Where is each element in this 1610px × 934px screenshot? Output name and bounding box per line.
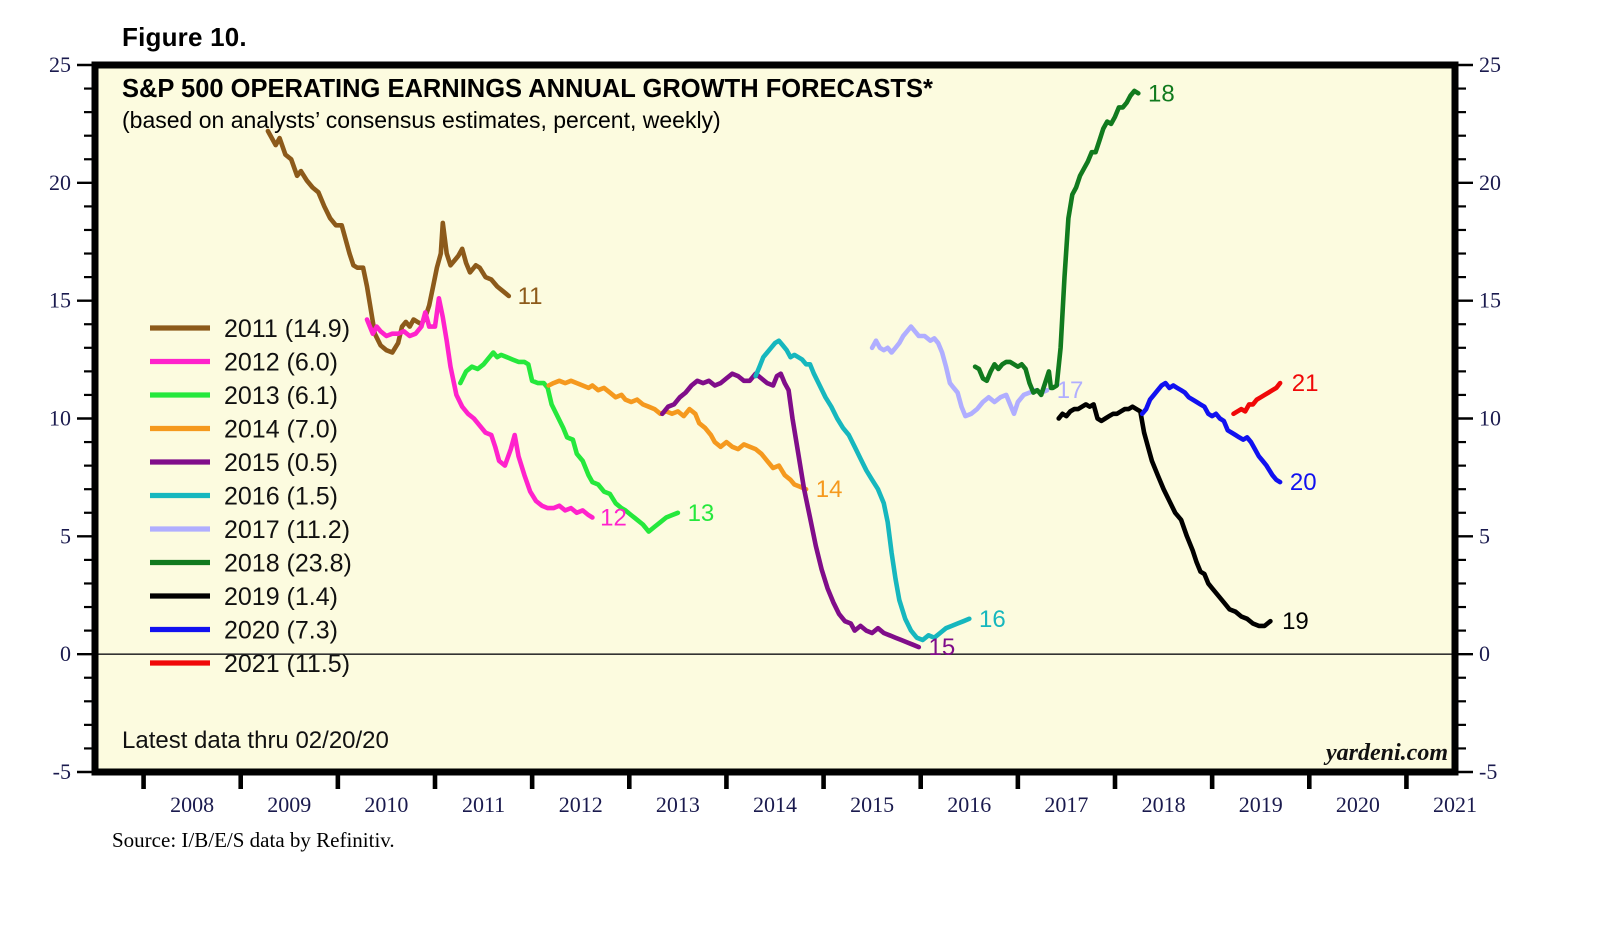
x-tick-label: 2012 — [559, 792, 603, 817]
series-line-2017 — [869, 324, 1050, 419]
x-tick-label: 2016 — [947, 792, 991, 817]
legend-label-2019: 2019 (1.4) — [224, 583, 338, 611]
x-tick-label: 2018 — [1142, 792, 1186, 817]
legend-label-2017: 2017 (11.2) — [224, 516, 350, 544]
figure-label: Figure 10. — [122, 22, 247, 52]
y-tick-label-left: 5 — [60, 523, 71, 548]
x-tick-label: 2013 — [656, 792, 700, 817]
legend-label-2018: 2018 (23.8) — [224, 550, 352, 578]
legend-label-2021: 2021 (11.5) — [224, 650, 350, 678]
y-tick-label-right: 15 — [1479, 288, 1501, 313]
series-line-2015 — [660, 371, 922, 650]
y-axis-labels-right: -5 0 5 10 15 20 25 — [1479, 52, 1501, 784]
y-tick-label-left: 25 — [49, 52, 71, 77]
end-label-15: 15 — [928, 634, 955, 661]
y-tick-label-right: 20 — [1479, 170, 1501, 195]
end-label-11: 11 — [518, 283, 543, 310]
series-line-2014 — [546, 378, 809, 492]
y-tick-label-right: 10 — [1479, 406, 1501, 431]
x-axis-labels: 2008 2009 2010 2011 2012 2013 2014 2015 2016 2017… — [170, 792, 1477, 817]
latest-data-note: Latest data thru 02/20/20 — [122, 727, 389, 754]
end-label-18: 18 — [1148, 80, 1175, 107]
end-label-14: 14 — [816, 476, 843, 503]
y-tick-label-right: -5 — [1479, 759, 1497, 784]
series-line-2013 — [458, 350, 681, 534]
legend-label-2011: 2011 (14.9) — [224, 315, 350, 343]
source-note: Source: I/B/E/S data by Refinitiv. — [112, 828, 395, 852]
x-tick-label: 2021 — [1433, 792, 1477, 817]
x-tick-label: 2014 — [753, 792, 797, 817]
end-label-20: 20 — [1290, 469, 1317, 496]
chart-title: S&P 500 OPERATING EARNINGS ANNUAL GROWTH… — [122, 75, 933, 103]
plot-frame — [91, 61, 1459, 776]
y-tick-label-left: 0 — [60, 641, 71, 666]
chart-subtitle: (based on analysts’ consensus estimates,… — [122, 107, 721, 133]
series-line-2020 — [1139, 380, 1283, 485]
x-tick-label: 2019 — [1239, 792, 1283, 817]
x-tick-label: 2008 — [170, 792, 214, 817]
x-tick-label: 2017 — [1044, 792, 1088, 817]
legend-label-2020: 2020 (7.3) — [224, 617, 338, 645]
series-end-labels: 11 12 13 14 15 16 17 18 19 20 21 — [518, 80, 1319, 661]
legend-label-2016: 2016 (1.5) — [224, 483, 338, 511]
legend-label-2013: 2013 (6.1) — [224, 382, 338, 410]
series-lines — [265, 88, 1283, 650]
legend-label-2012: 2012 (6.0) — [224, 349, 338, 377]
y-tick-label-right: 5 — [1479, 523, 1490, 548]
end-label-16: 16 — [979, 606, 1006, 633]
legend: 2011 (14.9) 2012 (6.0) 2013 (6.1) 2014 (7.0… — [150, 315, 352, 678]
y-tick-label-left: 15 — [49, 288, 71, 313]
y-tick-label-left: 10 — [49, 406, 71, 431]
x-tick-label: 2011 — [462, 792, 505, 817]
end-label-12: 12 — [600, 504, 627, 531]
y-tick-label-right: 0 — [1479, 641, 1490, 666]
x-tick-label: 2015 — [850, 792, 894, 817]
legend-label-2014: 2014 (7.0) — [224, 416, 338, 444]
end-label-13: 13 — [688, 500, 715, 527]
end-label-19: 19 — [1282, 608, 1309, 635]
series-line-2019 — [1056, 402, 1273, 629]
y-tick-label-right: 25 — [1479, 52, 1501, 77]
series-line-2012 — [364, 296, 595, 520]
end-label-17: 17 — [1057, 377, 1084, 404]
y-tick-label-left: -5 — [53, 759, 71, 784]
y-axis-labels-left: -5 0 5 10 15 20 25 — [49, 52, 71, 784]
x-tick-label: 2010 — [364, 792, 408, 817]
y-tick-label-left: 20 — [49, 170, 71, 195]
series-line-2018 — [972, 88, 1141, 398]
series-line-2021 — [1231, 380, 1283, 417]
legend-label-2015: 2015 (0.5) — [224, 449, 338, 477]
x-tick-label: 2020 — [1336, 792, 1380, 817]
yardeni-watermark: yardeni.com — [1323, 740, 1448, 766]
series-line-2016 — [753, 338, 972, 643]
end-label-21: 21 — [1292, 370, 1319, 397]
x-tick-label: 2009 — [267, 792, 311, 817]
